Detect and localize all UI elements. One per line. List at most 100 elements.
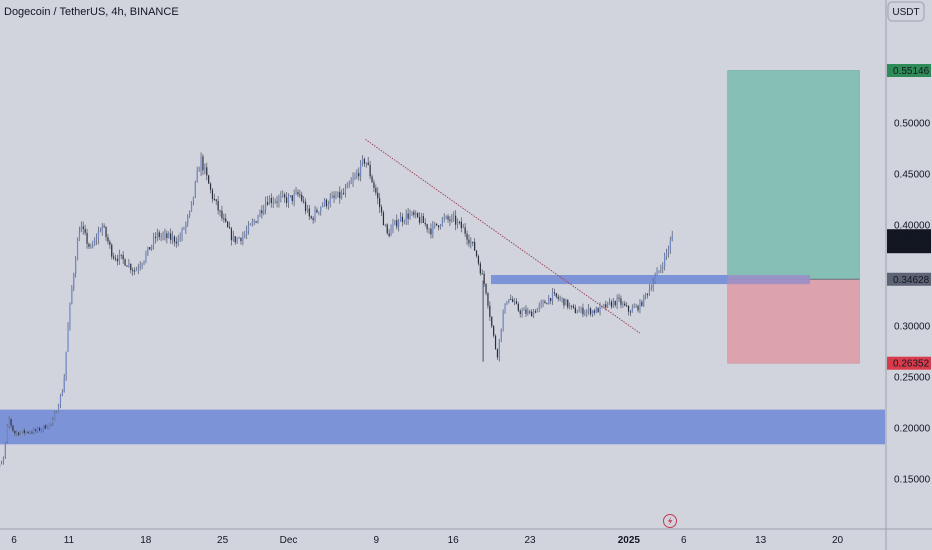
candle-body — [145, 253, 147, 261]
candle-body — [194, 181, 196, 197]
candle-body — [118, 254, 120, 262]
candle-body — [19, 432, 22, 435]
candle-body — [551, 292, 554, 301]
lightning-icon[interactable] — [663, 514, 677, 528]
candle-body — [635, 305, 637, 308]
candle-body — [341, 192, 343, 199]
candle-body — [468, 239, 470, 244]
candle-body — [418, 217, 421, 223]
candle-body — [500, 329, 502, 340]
candle-body — [354, 176, 356, 179]
currency-button[interactable]: USDT — [887, 1, 925, 22]
candle-body — [527, 311, 529, 314]
candle-body — [614, 300, 616, 306]
candle-body — [523, 309, 525, 311]
candle-body — [151, 245, 153, 250]
candle-body — [386, 224, 388, 234]
candle-body — [464, 227, 466, 234]
candle-body — [113, 256, 115, 259]
candle-body — [177, 238, 179, 244]
candle-body — [23, 430, 25, 433]
y-tick-label: 0.50000 — [894, 119, 931, 130]
candle-body — [301, 194, 303, 201]
candle-body — [274, 201, 276, 203]
candle-body — [130, 264, 132, 270]
candle-body — [333, 195, 335, 198]
candle-body — [437, 225, 440, 228]
candle-body — [276, 201, 278, 203]
candle-body — [297, 192, 299, 195]
candle-body — [257, 216, 259, 223]
candle-body — [141, 263, 143, 266]
y-tick-label: 0.25000 — [894, 373, 931, 384]
candle-body — [208, 175, 210, 184]
candle-body — [367, 162, 369, 165]
candle-body — [158, 232, 160, 238]
candle-body — [86, 232, 88, 244]
candle-body — [232, 236, 234, 241]
candle-body — [92, 244, 94, 247]
candle-body — [196, 171, 198, 182]
stop-box[interactable] — [727, 278, 860, 364]
candle-body — [183, 228, 185, 230]
candle-body — [133, 270, 136, 272]
candle-body — [120, 254, 122, 256]
candle-body — [310, 216, 312, 219]
candle-body — [111, 244, 113, 257]
candle-body — [633, 307, 635, 309]
candle-body — [27, 431, 29, 433]
candle-body — [135, 269, 138, 271]
candle-body — [200, 156, 202, 171]
candle-body — [449, 219, 451, 221]
candle-body — [531, 311, 533, 317]
candle-body — [502, 312, 504, 330]
candle-body — [156, 232, 158, 239]
candle-body — [403, 221, 405, 223]
candle-body — [348, 183, 350, 185]
candle-body — [417, 212, 419, 218]
candle-body — [247, 225, 250, 232]
candle-body — [236, 237, 238, 243]
price-label-value: 0.34628 — [893, 275, 930, 286]
candle-body — [352, 178, 354, 182]
candle-body — [616, 297, 618, 306]
candle-body — [496, 349, 499, 358]
candle-body — [669, 240, 671, 250]
trendline[interactable] — [365, 138, 641, 334]
candle-body — [166, 233, 168, 239]
candle-body — [234, 236, 236, 243]
candle-body — [618, 297, 620, 299]
candle-body — [304, 201, 307, 211]
candle-body — [246, 231, 248, 235]
candle-body — [206, 167, 208, 176]
target-box[interactable] — [727, 70, 860, 280]
candle-body — [445, 216, 447, 218]
candle-body — [335, 197, 337, 199]
candle-body — [401, 216, 404, 222]
candle-body — [54, 413, 56, 420]
price-label-current — [887, 229, 931, 254]
candle-body — [46, 427, 48, 429]
candle-body — [394, 220, 396, 225]
candle-body — [529, 311, 531, 313]
candle-body — [52, 419, 54, 424]
candle-body — [29, 432, 31, 434]
candle-body — [474, 241, 476, 251]
candle-body — [563, 298, 565, 306]
candle-body — [627, 305, 630, 312]
candle-body — [648, 288, 651, 295]
candle-body — [78, 231, 81, 241]
candle-body — [398, 221, 400, 227]
candle-body — [185, 222, 187, 229]
candle-body — [436, 223, 438, 226]
candle-body — [14, 430, 16, 434]
candle-body — [513, 301, 516, 303]
candle-body — [149, 246, 151, 250]
candle-body — [508, 299, 510, 303]
candle-body — [662, 267, 664, 269]
candle-body — [90, 246, 92, 248]
candle-body — [323, 199, 326, 206]
candle-body — [137, 267, 139, 270]
candle-body — [517, 303, 519, 311]
